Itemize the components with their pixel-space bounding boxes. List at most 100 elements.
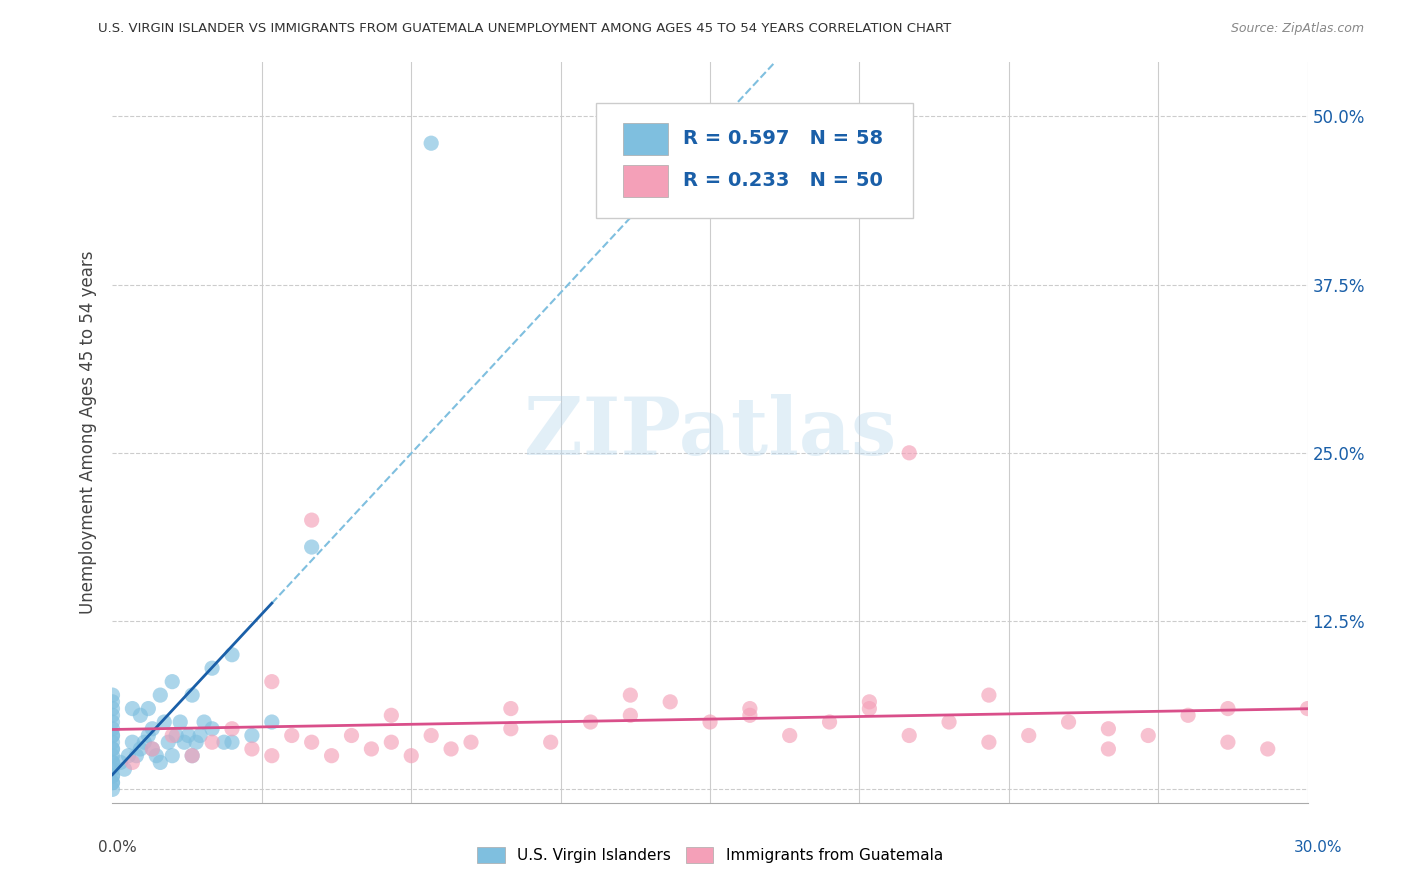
Point bbox=[181, 688, 204, 702]
Point bbox=[420, 136, 443, 151]
Point bbox=[260, 748, 283, 763]
FancyBboxPatch shape bbox=[623, 165, 668, 197]
Point bbox=[281, 729, 304, 743]
Point bbox=[579, 714, 602, 729]
Point bbox=[114, 762, 135, 776]
Point bbox=[1296, 701, 1319, 715]
Point bbox=[977, 735, 1000, 749]
Point bbox=[212, 735, 235, 749]
Point bbox=[260, 714, 283, 729]
Text: 30.0%: 30.0% bbox=[1295, 840, 1343, 855]
Point bbox=[162, 674, 183, 689]
Point bbox=[121, 701, 143, 715]
Point bbox=[153, 714, 176, 729]
Point bbox=[619, 688, 641, 702]
Point bbox=[162, 748, 183, 763]
Point bbox=[240, 729, 263, 743]
Point bbox=[201, 661, 224, 675]
Point bbox=[420, 729, 443, 743]
Point bbox=[149, 688, 172, 702]
Point bbox=[162, 729, 183, 743]
Point bbox=[121, 756, 143, 770]
Point bbox=[169, 714, 191, 729]
Point bbox=[173, 735, 195, 749]
Point bbox=[101, 769, 124, 783]
Point bbox=[858, 695, 880, 709]
Point bbox=[1018, 729, 1040, 743]
Point bbox=[101, 769, 124, 783]
Point bbox=[101, 735, 124, 749]
Legend: U.S. Virgin Islanders, Immigrants from Guatemala: U.S. Virgin Islanders, Immigrants from G… bbox=[471, 841, 949, 869]
Point bbox=[101, 714, 124, 729]
Y-axis label: Unemployment Among Ages 45 to 54 years: Unemployment Among Ages 45 to 54 years bbox=[79, 251, 97, 615]
Point bbox=[101, 762, 124, 776]
FancyBboxPatch shape bbox=[596, 103, 914, 218]
Point bbox=[134, 735, 156, 749]
Point bbox=[101, 748, 124, 763]
Point bbox=[499, 701, 522, 715]
Point bbox=[101, 708, 124, 723]
Point bbox=[141, 742, 163, 756]
Point bbox=[340, 729, 363, 743]
Point bbox=[1057, 714, 1080, 729]
Point bbox=[145, 748, 167, 763]
Text: Source: ZipAtlas.com: Source: ZipAtlas.com bbox=[1230, 22, 1364, 36]
Point bbox=[1137, 729, 1160, 743]
Point bbox=[380, 708, 402, 723]
Text: 0.0%: 0.0% bbox=[98, 840, 138, 855]
Point bbox=[738, 708, 761, 723]
Point bbox=[898, 729, 921, 743]
Point bbox=[898, 446, 921, 460]
Point bbox=[301, 540, 323, 554]
Point bbox=[181, 748, 204, 763]
Point bbox=[117, 748, 139, 763]
Point bbox=[101, 729, 124, 743]
Point bbox=[659, 695, 682, 709]
Point bbox=[101, 722, 124, 736]
Point bbox=[101, 775, 124, 789]
Point bbox=[101, 742, 124, 756]
Point bbox=[938, 714, 960, 729]
Point bbox=[165, 729, 187, 743]
Point bbox=[221, 722, 243, 736]
Point bbox=[301, 735, 323, 749]
Point bbox=[619, 708, 641, 723]
Point bbox=[110, 756, 132, 770]
Point bbox=[101, 729, 124, 743]
Point bbox=[460, 735, 482, 749]
Point bbox=[138, 729, 160, 743]
Point bbox=[1097, 722, 1119, 736]
Point bbox=[141, 722, 163, 736]
Point bbox=[101, 701, 124, 715]
Point bbox=[260, 674, 283, 689]
Point bbox=[149, 756, 172, 770]
Point bbox=[360, 742, 382, 756]
Point bbox=[177, 729, 200, 743]
Point bbox=[129, 708, 152, 723]
Text: U.S. VIRGIN ISLANDER VS IMMIGRANTS FROM GUATEMALA UNEMPLOYMENT AMONG AGES 45 TO : U.S. VIRGIN ISLANDER VS IMMIGRANTS FROM … bbox=[98, 22, 952, 36]
Point bbox=[201, 722, 224, 736]
Point bbox=[201, 735, 224, 749]
Point bbox=[818, 714, 841, 729]
Point bbox=[1257, 742, 1279, 756]
Point bbox=[240, 742, 263, 756]
Point bbox=[1216, 701, 1239, 715]
Point bbox=[499, 722, 522, 736]
Point bbox=[401, 748, 423, 763]
Point bbox=[977, 688, 1000, 702]
Text: ZIPatlas: ZIPatlas bbox=[524, 393, 896, 472]
Point bbox=[301, 513, 323, 527]
Point bbox=[221, 648, 243, 662]
Text: R = 0.233   N = 50: R = 0.233 N = 50 bbox=[682, 171, 883, 190]
Text: R = 0.597   N = 58: R = 0.597 N = 58 bbox=[682, 129, 883, 148]
Point bbox=[858, 701, 880, 715]
Point bbox=[221, 735, 243, 749]
Point bbox=[101, 695, 124, 709]
Point bbox=[101, 775, 124, 789]
Point bbox=[186, 735, 208, 749]
Point bbox=[188, 729, 211, 743]
Point bbox=[101, 756, 124, 770]
Point bbox=[440, 742, 463, 756]
Point bbox=[101, 756, 124, 770]
Point bbox=[193, 714, 215, 729]
